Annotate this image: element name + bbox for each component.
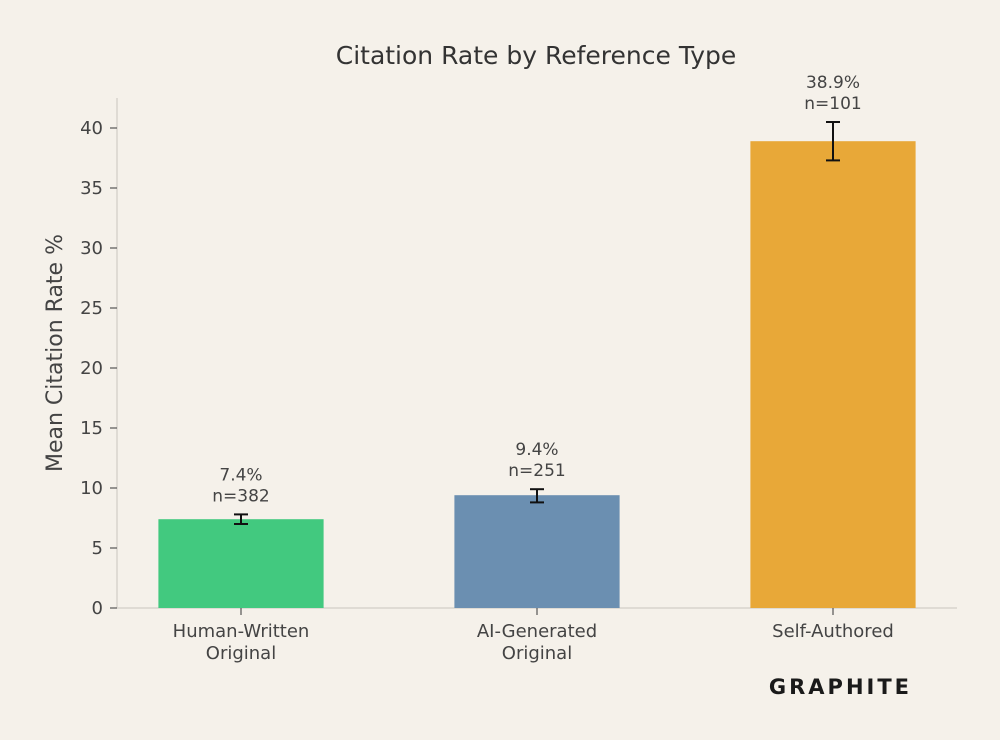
brand-logo: GRAPHITE [769, 675, 912, 699]
y-tick-label: 15 [80, 418, 103, 439]
count-label: n=101 [804, 94, 861, 114]
count-label: n=382 [212, 486, 269, 506]
value-label: 7.4% [219, 465, 262, 485]
x-tick-label: AI-Generated [477, 621, 597, 642]
y-tick-label: 40 [80, 118, 103, 139]
x-tick-label: Self-Authored [772, 621, 894, 642]
count-label: n=251 [508, 461, 565, 481]
bar [750, 141, 916, 608]
x-tick-label: Original [206, 643, 276, 664]
y-tick-label: 25 [80, 298, 103, 319]
y-tick-label: 20 [80, 358, 103, 379]
bars [158, 141, 916, 608]
y-tick-label: 35 [80, 178, 103, 199]
data-labels: 7.4%n=382 9.4%n=251 38.9%n=101 [212, 73, 861, 506]
y-tick-label: 10 [80, 478, 103, 499]
value-label: 9.4% [515, 440, 558, 460]
x-tick-labels: Human-WrittenOriginalAI-GeneratedOrigina… [173, 608, 894, 664]
value-label: 38.9% [806, 73, 860, 93]
bar [454, 495, 620, 608]
y-axis-label: Mean Citation Rate % [43, 234, 68, 472]
y-tick-label: 30 [80, 238, 103, 259]
chart-title: Citation Rate by Reference Type [336, 41, 737, 70]
bar [158, 519, 324, 608]
y-tick-label: 5 [92, 538, 103, 559]
y-tick-labels: 0 5 10 15 20 25 30 35 40 [80, 118, 117, 619]
x-tick-label: Original [502, 643, 572, 664]
x-tick-label: Human-Written [173, 621, 310, 642]
error-bars [234, 121, 840, 525]
y-tick-label: 0 [92, 598, 103, 619]
